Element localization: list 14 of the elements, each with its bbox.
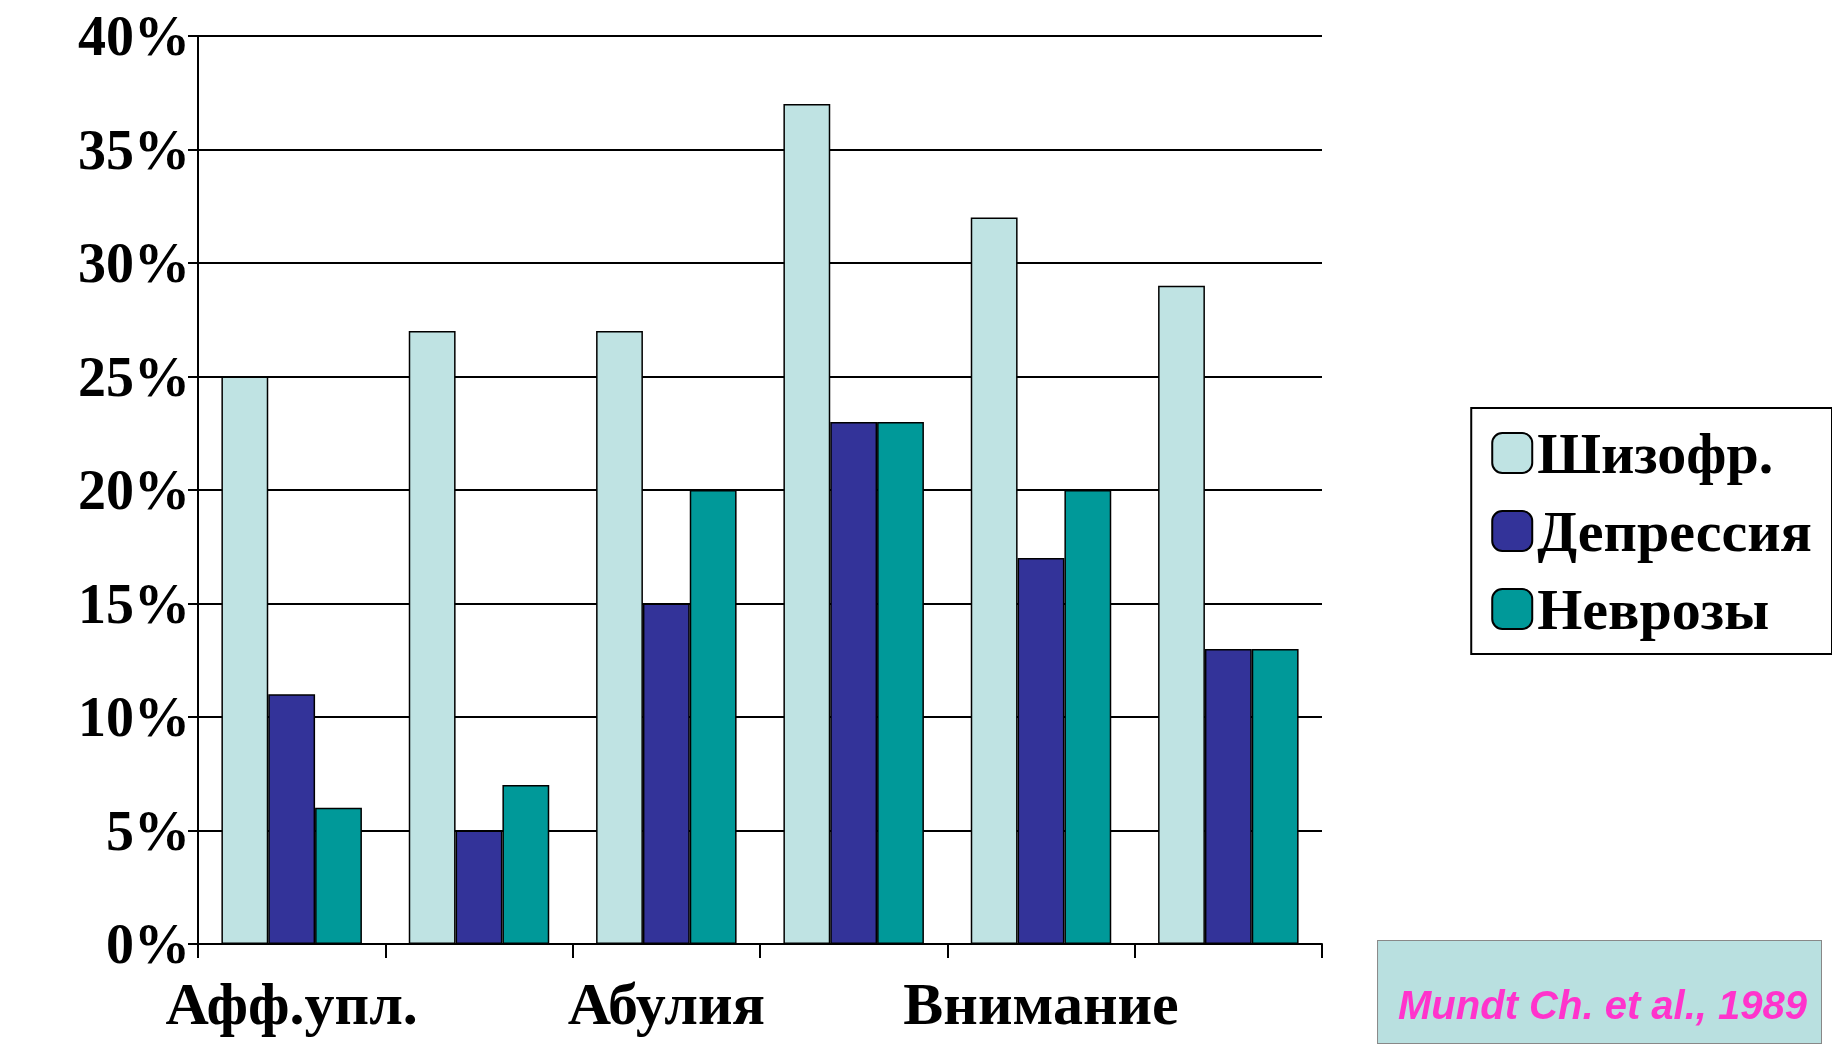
- y-tick-label: 20%: [78, 459, 190, 521]
- legend-label: Депрессия: [1537, 498, 1812, 564]
- legend-label: Шизофр.: [1537, 420, 1774, 486]
- x-tick-label: Внимание: [903, 971, 1179, 1037]
- y-tick-label: 15%: [78, 572, 190, 635]
- y-tick-label: 30%: [78, 232, 190, 294]
- text: Mundt Ch. et al., 1989: [1398, 983, 1808, 1027]
- y-tick-label: 5%: [106, 799, 190, 862]
- y-tick-label: 25%: [78, 345, 190, 408]
- y-tick-label: 10%: [78, 686, 190, 748]
- y-tick-label: 40%: [78, 5, 190, 67]
- legend-label: Неврозы: [1537, 576, 1770, 642]
- y-tick-label: 35%: [78, 118, 190, 181]
- x-tick-label: Абулия: [567, 971, 765, 1037]
